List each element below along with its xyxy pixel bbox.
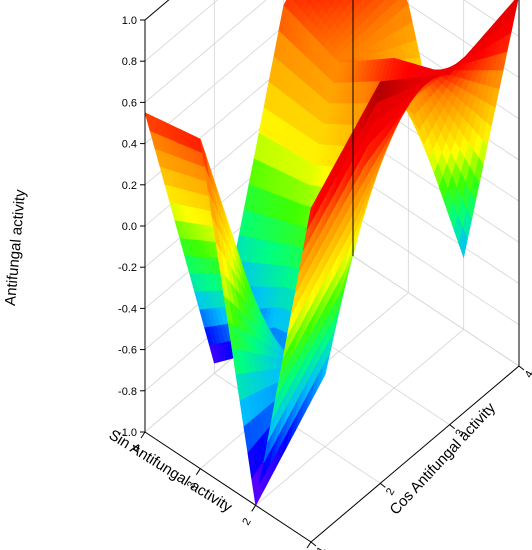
surface-facet [306,199,317,230]
y-axis-ticks: 1 2 3 4 [310,365,532,550]
y-axis-label: Cos Antifungal activity [386,399,499,518]
y-tick-mark [449,424,455,430]
x-axis-line [144,431,312,543]
grid-line [255,329,464,506]
z-tick-label: 0.4 [122,139,137,151]
z-tick-label: 0.8 [122,56,137,68]
grid-line [463,0,520,37]
grid-line [144,0,316,144]
z-tick-label: 1.0 [122,15,137,27]
x-tick-mark [195,468,201,475]
x-axis-label: Sin Antifungal activity [106,426,236,516]
x-tick-label: 4 [130,443,143,454]
y-tick-label: 2 [384,486,397,497]
z-tick-label: -0.2 [118,262,137,274]
z-tick-label: -0.4 [118,303,137,315]
y-tick-mark [518,365,525,371]
x-tick-mark [306,541,312,549]
x-tick-label: 3 [185,480,198,491]
y-tick-mark [310,541,317,547]
y-axis-line [310,365,520,543]
z-axis-ticks: -1.0 -0.8 -0.6 -0.4 -0.2 0.0 0.2 0.4 0.6 0.8 1.0 [118,15,145,439]
grid-line [144,0,267,103]
x-tick-mark [140,431,146,439]
z-tick-label: -1.0 [118,427,137,439]
axis-frame [144,0,520,543]
y-tick-label: 3 [453,428,466,439]
z-tick-label: -0.8 [118,386,137,398]
y-tick-mark [380,482,386,488]
grid-line [144,0,218,62]
z-tick-label: 0.0 [122,221,137,233]
x-tick-mark [251,505,257,512]
z-tick-label: -0.6 [118,345,137,357]
x-tick-label: 2 [240,516,253,527]
grid-line [352,255,520,367]
z-axis-label: Antifungal activity [2,188,29,306]
grid-line [352,214,520,326]
grid-line [352,173,520,284]
y-tick-label: 1 [315,545,328,550]
x-axis-ticks: 1234 [130,431,312,549]
y-tick-label: 4 [523,369,532,380]
z-tick-label: 0.2 [122,180,137,192]
surface-plot [144,0,519,507]
z-tick-label: 0.6 [122,97,137,109]
